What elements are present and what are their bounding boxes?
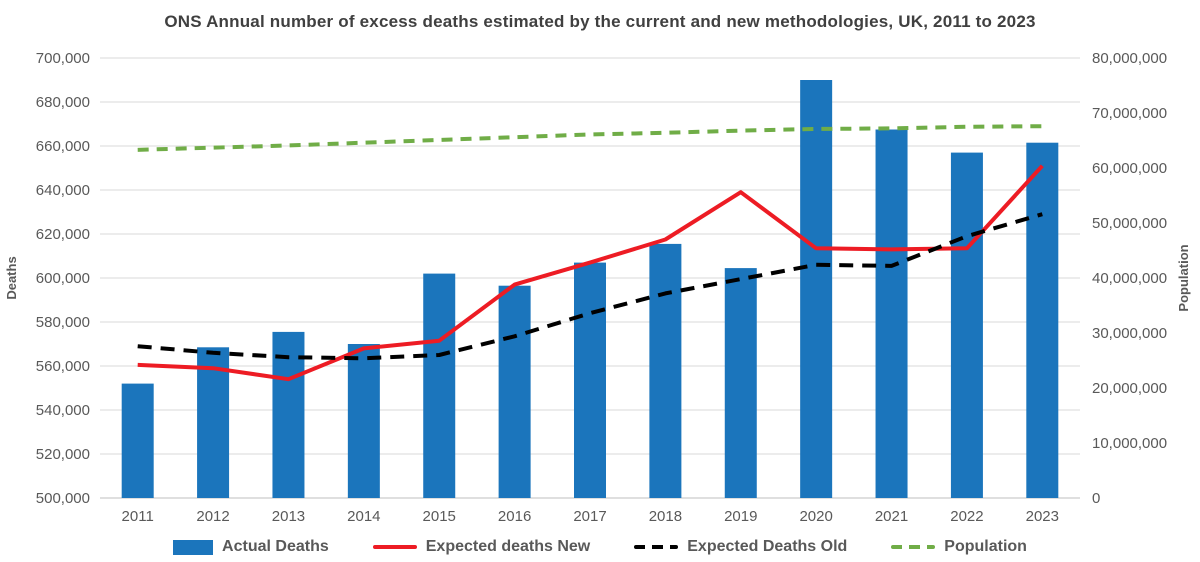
legend-swatch-solid-line-icon (372, 545, 417, 549)
x-axis-tick-label: 2014 (347, 508, 380, 525)
x-axis-tick-label: 2023 (1026, 508, 1059, 525)
x-axis-tick-label: 2019 (724, 508, 757, 525)
bar-2016 (498, 285, 531, 498)
bar-2011 (121, 383, 154, 498)
legend-item-expected-deaths-new: Expected deaths New (372, 538, 591, 556)
x-axis-tick-label: 2017 (573, 508, 606, 525)
bar-2018 (649, 243, 682, 498)
x-axis-tick-label: 2015 (423, 508, 456, 525)
x-axis-tick-label: 2018 (649, 508, 682, 525)
bar-2012 (197, 347, 230, 498)
x-axis-tick-label: 2012 (196, 508, 229, 525)
right-axis-tick-label: 70,000,000 (1092, 105, 1167, 122)
bar-2020 (800, 80, 833, 498)
legend-label-actual-deaths: Actual Deaths (222, 538, 329, 555)
bar-2022 (950, 152, 983, 498)
right-axis-tick-label: 50,000,000 (1092, 215, 1167, 232)
left-axis-tick-label: 520,000 (36, 446, 90, 463)
bar-2013 (272, 331, 305, 498)
bar-2021 (875, 129, 908, 498)
left-axis-tick-label: 680,000 (36, 94, 90, 111)
x-axis-tick-label: 2013 (272, 508, 305, 525)
bar-2015 (423, 273, 456, 498)
bar-2017 (574, 262, 606, 498)
left-axis-title: Deaths (4, 256, 19, 299)
right-axis-tick-label: 40,000,000 (1092, 270, 1167, 287)
x-axis-tick-label: 2022 (950, 508, 983, 525)
right-axis-tick-label: 10,000,000 (1092, 435, 1167, 452)
x-axis-tick-label: 2020 (799, 508, 832, 525)
x-axis-tick-label: 2016 (498, 508, 531, 525)
left-axis-tick-label: 500,000 (36, 490, 90, 507)
left-axis-tick-label: 540,000 (36, 402, 90, 419)
right-axis-title: Population (1176, 244, 1191, 311)
left-axis-tick-label: 640,000 (36, 182, 90, 199)
left-axis-tick-label: 660,000 (36, 138, 90, 155)
left-axis-tick-label: 700,000 (36, 50, 90, 67)
bar-2019 (724, 268, 757, 498)
legend-item-expected-deaths-old: Expected Deaths Old (634, 538, 847, 556)
legend-label-expected-deaths-old: Expected Deaths Old (687, 538, 848, 555)
legend-swatch-dashed-line-icon (634, 545, 679, 549)
legend-item-actual-deaths: Actual Deaths (173, 538, 329, 556)
chart-legend: Actual Deaths Expected deaths New Expect… (0, 538, 1200, 556)
legend-item-population: Population (891, 538, 1027, 556)
right-axis-tick-label: 30,000,000 (1092, 325, 1167, 342)
legend-swatch-green-dashed-line-icon (891, 545, 936, 549)
chart-title: ONS Annual number of excess deaths estim… (164, 12, 1036, 31)
right-axis-tick-label: 80,000,000 (1092, 50, 1167, 67)
legend-label-population: Population (944, 538, 1027, 555)
left-axis-tick-label: 620,000 (36, 226, 90, 243)
left-axis-tick-label: 580,000 (36, 314, 90, 331)
line-expected-deaths-new (137, 164, 1044, 382)
x-axis-tick-label: 2021 (875, 508, 908, 525)
right-axis-tick-label: 20,000,000 (1092, 380, 1167, 397)
x-axis-tick-label: 2011 (122, 508, 154, 525)
line-expected-deaths-old (137, 212, 1043, 361)
legend-label-expected-deaths-new: Expected deaths New (425, 538, 591, 555)
right-axis-tick-label: 0 (1092, 490, 1100, 507)
right-axis-tick-label: 60,000,000 (1092, 160, 1167, 177)
left-axis-tick-label: 600,000 (36, 270, 90, 287)
left-axis-tick-label: 560,000 (36, 358, 90, 375)
bar-2014 (347, 344, 380, 498)
legend-swatch-bar-icon (173, 539, 214, 555)
bar-2023 (1026, 142, 1059, 498)
